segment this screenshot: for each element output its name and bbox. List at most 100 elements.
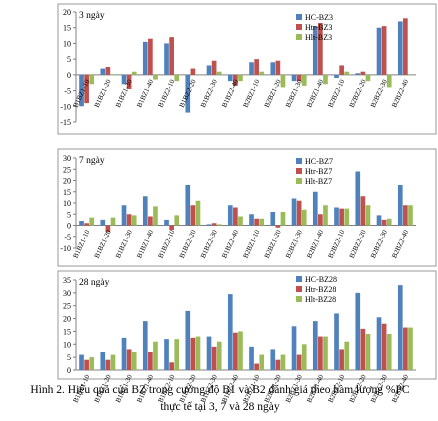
bar-Hlt-BZ7-B1BZ2-20 xyxy=(195,200,201,226)
bar-Htr-BZ28-B2BZ1-10 xyxy=(254,363,259,370)
bar-Hlt-BZ7-B1BZ1-20 xyxy=(110,217,116,226)
bar-Htr-BZ7-B1BZ1-40 xyxy=(148,216,153,226)
bar-HC-BZ7-B1BZ1-30 xyxy=(121,205,127,226)
y-tick-label: 25 xyxy=(63,165,71,174)
chart-frame xyxy=(57,148,437,267)
bar-Htr-BZ3-B2BZ1-10 xyxy=(254,59,259,75)
bar-Hlt-BZ28-B1BZ2-30 xyxy=(216,341,222,370)
bar-Htr-BZ28-B1BZ2-30 xyxy=(211,346,217,370)
y-tick-label: 10 xyxy=(63,199,71,208)
bar-Htr-BZ3-B2BZ2-10 xyxy=(339,65,344,75)
bar-HC-BZ3-B2BZ2-30 xyxy=(376,27,382,75)
y-tick-label: 30 xyxy=(63,289,71,298)
legend-swatch xyxy=(296,14,302,20)
y-tick-label: 35 xyxy=(63,276,71,285)
bar-Htr-BZ3-B1BZ2-20 xyxy=(190,68,196,75)
bar-Htr-BZ3-B1BZ2-40 xyxy=(233,74,238,86)
legend-label: Hlt-BZ3 xyxy=(305,33,332,42)
bar-HC-BZ28-B1BZ1-40 xyxy=(142,321,148,370)
y-tick-label: -15 xyxy=(60,118,71,127)
bar-Hlt-BZ7-B1BZ2-30 xyxy=(216,224,222,226)
bar-Htr-BZ28-B2BZ2-10 xyxy=(339,349,344,370)
bar-HC-BZ3-B1BZ2-20 xyxy=(185,74,191,113)
bar-Hlt-BZ7-B2BZ1-20 xyxy=(280,212,286,226)
chart-title: 3 ngày xyxy=(79,11,105,21)
bar-Htr-BZ3-B1BZ2-10 xyxy=(169,37,174,75)
y-tick-label: 20 xyxy=(63,8,71,17)
bar-Htr-BZ3-B1BZ1-20 xyxy=(105,67,111,75)
caption-line-2: thực tế tại 3, 7 và 28 ngày xyxy=(160,401,280,413)
y-tick-label: 10 xyxy=(63,340,71,349)
bar-HC-BZ28-B1BZ2-10 xyxy=(164,339,169,370)
bar-Htr-BZ7-B1BZ2-10 xyxy=(169,225,174,230)
bar-Hlt-BZ28-B2BZ1-20 xyxy=(280,354,286,370)
bar-Htr-BZ7-B1BZ2-30 xyxy=(211,223,217,226)
bar-Hlt-BZ3-B1BZ2-30 xyxy=(216,71,222,75)
bar-HC-BZ7-B2BZ2-30 xyxy=(376,215,382,226)
bar-HC-BZ28-B1BZ2-20 xyxy=(185,310,191,370)
bar-Hlt-BZ3-B2BZ2-10 xyxy=(344,71,350,75)
bar-Htr-BZ7-B1BZ1-20 xyxy=(105,225,111,233)
bar-Htr-BZ7-B2BZ2-20 xyxy=(360,196,366,226)
bar-Htr-BZ28-B2BZ1-20 xyxy=(275,359,281,370)
bar-HC-BZ3-B1BZ1-30 xyxy=(121,74,127,85)
bar-HC-BZ7-B2BZ2-10 xyxy=(334,207,339,226)
bar-HC-BZ3-B2BZ2-40 xyxy=(397,21,403,75)
bar-Hlt-BZ28-B2BZ1-10 xyxy=(259,354,265,370)
bar-HC-BZ3-B2BZ1-20 xyxy=(270,62,276,75)
bar-Htr-BZ28-B1BZ1-30 xyxy=(126,349,132,370)
bar-HC-BZ28-B1BZ2-30 xyxy=(206,336,212,370)
bar-HC-BZ28-B1BZ1-10 xyxy=(79,354,84,370)
bar-HC-BZ28-B2BZ2-10 xyxy=(334,313,339,370)
bar-Htr-BZ28-B1BZ2-40 xyxy=(233,332,238,370)
bar-Hlt-BZ3-B1BZ2-20 xyxy=(195,74,201,76)
y-tick-label: 15 xyxy=(63,188,71,197)
bar-HC-BZ3-B1BZ1-10 xyxy=(79,74,84,107)
bar-HC-BZ7-B1BZ1-40 xyxy=(142,196,148,226)
chart-title: 7 ngày xyxy=(79,156,105,166)
bar-HC-BZ7-B1BZ2-30 xyxy=(206,224,212,226)
bar-HC-BZ3-B2BZ1-10 xyxy=(249,62,254,75)
bar-Htr-BZ3-B2BZ1-20 xyxy=(275,60,281,75)
bar-Hlt-BZ28-B2BZ2-10 xyxy=(344,341,350,370)
bar-HC-BZ28-B2BZ2-40 xyxy=(397,285,403,370)
y-tick-label: -5 xyxy=(64,87,71,96)
legend-swatch xyxy=(296,24,302,30)
bar-HC-BZ28-B2BZ2-30 xyxy=(376,317,382,370)
bar-Hlt-BZ28-B1BZ1-40 xyxy=(153,341,158,370)
legend-label: HC-BZ3 xyxy=(305,13,333,22)
figure-caption: Hình 2. Hiệu quả của BZ trong cường độ B… xyxy=(8,382,432,416)
bar-HC-BZ28-B2BZ1-10 xyxy=(249,346,254,370)
caption-line-1: Hình 2. Hiệu quả của BZ trong cường độ B… xyxy=(30,384,410,396)
bar-Hlt-BZ7-B1BZ2-40 xyxy=(238,216,243,226)
legend-swatch xyxy=(296,168,302,174)
bar-HC-BZ3-B1BZ1-40 xyxy=(142,41,148,75)
bar-Hlt-BZ7-B1BZ1-40 xyxy=(153,206,158,226)
bar-Htr-BZ3-B1BZ1-30 xyxy=(126,74,132,89)
chart-title: 28 ngày xyxy=(79,278,110,288)
bar-Hlt-BZ28-B2BZ1-40 xyxy=(323,336,328,370)
bar-Hlt-BZ3-B1BZ2-40 xyxy=(238,74,243,82)
y-tick-label: 25 xyxy=(63,302,71,311)
y-tick-label: 0 xyxy=(67,71,71,80)
bar-Hlt-BZ7-B2BZ2-40 xyxy=(408,205,413,226)
bar-Htr-BZ3-B1BZ1-10 xyxy=(84,74,89,104)
bar-Hlt-BZ7-B2BZ2-20 xyxy=(365,205,371,226)
bar-Htr-BZ7-B2BZ1-20 xyxy=(275,225,281,228)
bar-Htr-BZ7-B2BZ2-30 xyxy=(381,219,387,226)
legend-swatch xyxy=(296,276,302,282)
y-tick-label: 0 xyxy=(67,222,71,231)
y-tick-label: 5 xyxy=(67,55,71,64)
bar-Hlt-BZ7-B1BZ1-30 xyxy=(131,215,137,226)
bar-Hlt-BZ3-B2BZ2-30 xyxy=(386,74,392,88)
bar-Hlt-BZ7-B2BZ1-10 xyxy=(259,218,265,226)
bar-Hlt-BZ3-B1BZ2-10 xyxy=(174,74,180,82)
bar-HC-BZ3-B1BZ1-20 xyxy=(100,68,106,75)
bar-Hlt-BZ7-B2BZ1-40 xyxy=(323,205,328,226)
legend-swatch xyxy=(296,34,302,40)
legend-label: HC-BZ7 xyxy=(305,157,333,166)
bar-Hlt-BZ28-B1BZ2-20 xyxy=(195,336,201,370)
bar-Htr-BZ7-B2BZ1-40 xyxy=(318,214,323,226)
legend-swatch xyxy=(296,178,302,184)
bar-Htr-BZ28-B1BZ2-10 xyxy=(169,362,174,370)
